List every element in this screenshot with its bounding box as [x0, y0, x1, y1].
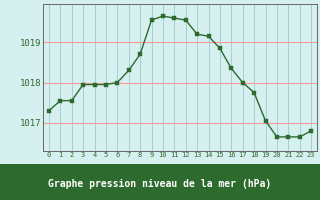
Text: Graphe pression niveau de la mer (hPa): Graphe pression niveau de la mer (hPa) — [48, 179, 272, 189]
